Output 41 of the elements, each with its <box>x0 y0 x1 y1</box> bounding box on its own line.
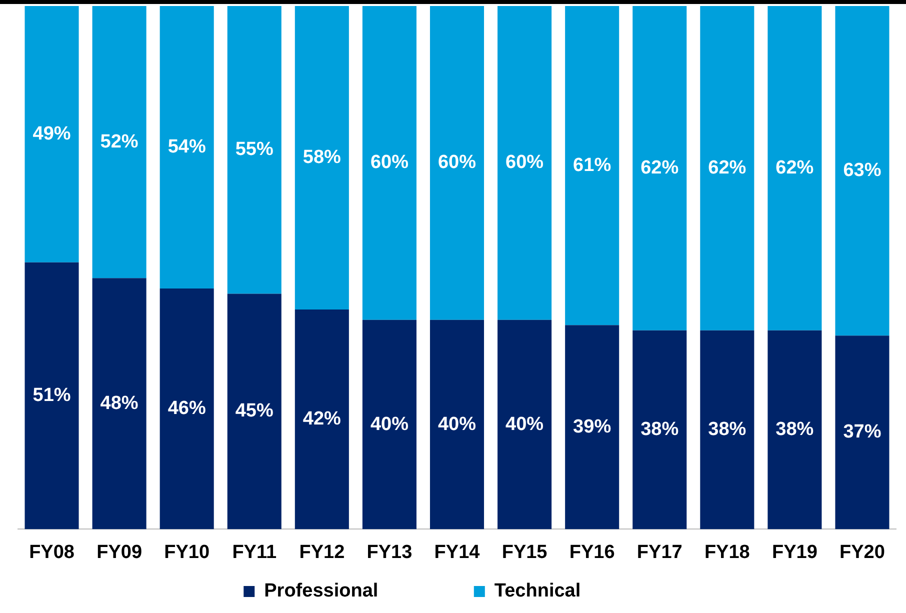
data-label: 40% <box>506 414 544 435</box>
x-tick-label: FY18 <box>704 542 750 563</box>
data-label: 60% <box>438 152 476 174</box>
x-tick-label: FY12 <box>299 542 345 563</box>
data-label: 46% <box>168 398 206 420</box>
x-tick-label: FY09 <box>96 542 142 563</box>
data-label: 62% <box>708 157 746 178</box>
data-label: 60% <box>506 152 544 174</box>
x-tick-label: FY16 <box>569 542 615 563</box>
data-label: 40% <box>370 414 409 435</box>
data-label: 51% <box>32 385 71 406</box>
data-label: 63% <box>843 160 882 182</box>
data-label: 48% <box>100 392 138 414</box>
x-tick-label: FY08 <box>29 542 74 563</box>
x-tick-label: FY15 <box>502 542 548 563</box>
data-label: 38% <box>776 419 814 440</box>
x-tick-label: FY11 <box>232 542 277 563</box>
x-tick-label: FY20 <box>840 542 885 563</box>
data-label: 40% <box>438 414 476 435</box>
data-label: 55% <box>235 139 274 160</box>
data-label: 58% <box>302 146 342 168</box>
x-tick-label: FY17 <box>636 542 682 563</box>
x-tick-label: FY19 <box>772 542 818 563</box>
data-label: 37% <box>843 422 882 443</box>
legend-label: Technical <box>494 580 670 602</box>
data-label: 39% <box>573 416 612 438</box>
data-label: 61% <box>573 154 612 176</box>
data-label: 62% <box>640 157 679 178</box>
data-label: 42% <box>302 408 342 430</box>
data-label: 38% <box>708 419 746 440</box>
x-tick-label: FY14 <box>434 542 480 563</box>
data-label: 62% <box>776 157 814 178</box>
data-label: 38% <box>640 419 679 440</box>
x-tick-label: FY13 <box>366 542 412 563</box>
x-tick-label: FY10 <box>164 542 210 563</box>
data-label: 52% <box>100 131 138 152</box>
data-label: 54% <box>168 136 206 158</box>
data-label: 60% <box>370 152 409 174</box>
legend-label: Professional <box>264 580 468 602</box>
data-label: 49% <box>32 123 71 144</box>
data-label: 45% <box>235 400 274 422</box>
